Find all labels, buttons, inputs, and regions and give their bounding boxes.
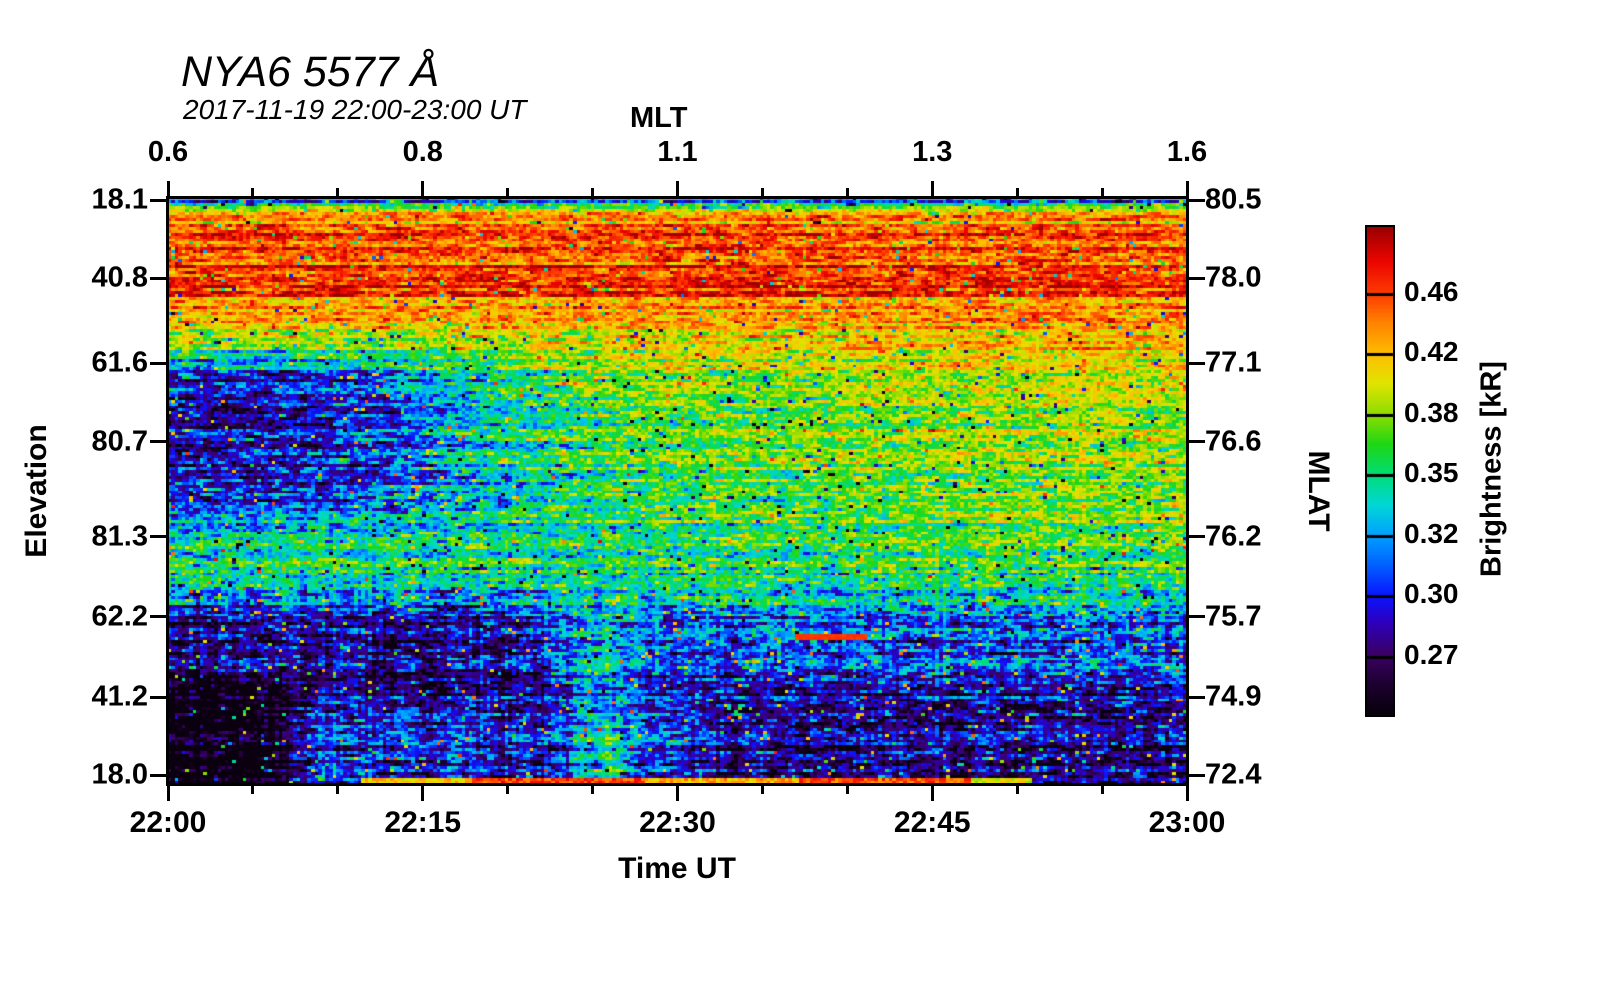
right-tick-label: 72.4 — [1205, 758, 1262, 791]
left-major-tick — [150, 198, 166, 202]
plot-title: NYA6 5577 Å — [181, 48, 440, 96]
colorbar-tick-label: 0.27 — [1404, 638, 1459, 670]
left-axis-title: Elevation — [20, 424, 53, 558]
left-major-tick — [150, 773, 166, 777]
bottom-axis-title: Time UT — [618, 852, 736, 885]
bottom-minor-tick — [1015, 785, 1019, 794]
top-major-tick — [166, 181, 170, 197]
left-tick-label: 18.1 — [91, 183, 148, 216]
colorbar-title: Brightness [kR] — [1475, 361, 1508, 577]
top-minor-tick — [591, 188, 595, 197]
bottom-major-tick — [676, 785, 679, 801]
left-tick-label: 61.6 — [91, 346, 148, 379]
bottom-major-tick — [930, 785, 934, 801]
colorbar-tick-label: 0.35 — [1404, 457, 1459, 489]
right-major-tick — [1189, 615, 1205, 619]
bottom-minor-tick — [336, 785, 340, 794]
top-major-tick — [421, 181, 425, 197]
bottom-minor-tick — [506, 785, 510, 794]
right-tick-label: 77.1 — [1205, 346, 1262, 379]
right-tick-label: 80.5 — [1205, 183, 1262, 216]
top-tick-label: 1.1 — [657, 136, 698, 168]
colorbar-tick-label: 0.30 — [1404, 578, 1459, 610]
bottom-minor-tick — [251, 785, 255, 794]
bottom-minor-tick — [1100, 785, 1104, 794]
colorbar-tick-label: 0.38 — [1404, 396, 1459, 428]
right-major-tick — [1189, 276, 1205, 280]
colorbar-tick-label: 0.46 — [1404, 275, 1459, 307]
right-major-tick — [1189, 361, 1205, 365]
top-minor-tick — [336, 188, 340, 197]
bottom-tick-label: 23:00 — [1148, 806, 1226, 839]
right-tick-label: 74.9 — [1205, 680, 1262, 713]
left-tick-label: 80.7 — [91, 425, 148, 458]
left-major-tick — [150, 361, 166, 365]
left-tick-label: 81.3 — [91, 520, 148, 553]
bottom-minor-tick — [760, 785, 764, 794]
top-tick-label: 0.8 — [402, 136, 443, 168]
bottom-tick-label: 22:15 — [384, 806, 462, 839]
left-major-tick — [150, 615, 166, 619]
bottom-major-tick — [1185, 785, 1189, 801]
top-minor-tick — [760, 188, 764, 197]
bottom-minor-tick — [845, 785, 849, 794]
top-minor-tick — [1015, 188, 1019, 197]
right-tick-label: 75.7 — [1205, 600, 1262, 633]
right-major-tick — [1189, 773, 1205, 777]
bottom-major-tick — [166, 785, 170, 801]
left-major-tick — [150, 276, 166, 280]
top-major-tick — [676, 181, 679, 197]
top-minor-tick — [251, 188, 255, 197]
bottom-minor-tick — [591, 785, 595, 794]
colorbar-tick-label: 0.32 — [1404, 517, 1459, 549]
heatmap-canvas — [168, 198, 1187, 784]
left-tick-label: 40.8 — [91, 261, 148, 294]
left-tick-label: 62.2 — [91, 600, 148, 633]
colorbar-canvas — [1365, 225, 1395, 717]
right-major-tick — [1189, 695, 1205, 699]
right-tick-label: 76.2 — [1205, 520, 1262, 553]
left-major-tick — [150, 440, 166, 444]
top-minor-tick — [506, 188, 510, 197]
right-tick-label: 76.6 — [1205, 425, 1262, 458]
right-major-tick — [1189, 198, 1205, 202]
bottom-tick-label: 22:45 — [893, 806, 971, 839]
bottom-major-tick — [421, 785, 425, 801]
top-tick-label: 0.6 — [147, 136, 189, 168]
top-minor-tick — [845, 188, 849, 197]
bottom-tick-label: 22:30 — [639, 806, 716, 839]
top-major-tick — [1185, 181, 1189, 197]
top-tick-label: 1.3 — [912, 136, 953, 168]
plot-subtitle: 2017-11-19 22:00-23:00 UT — [183, 94, 527, 125]
left-major-tick — [150, 535, 166, 539]
bottom-tick-label: 22:00 — [129, 806, 207, 839]
right-major-tick — [1189, 440, 1205, 444]
top-tick-label: 1.6 — [1166, 136, 1208, 168]
plot-frame — [166, 196, 1189, 786]
right-axis-title: MLAT — [1302, 450, 1335, 532]
top-major-tick — [930, 181, 934, 197]
right-tick-label: 78.0 — [1205, 261, 1262, 294]
right-major-tick — [1189, 535, 1205, 539]
colorbar-tick-label: 0.42 — [1404, 336, 1459, 368]
top-axis-title: MLT — [630, 102, 688, 134]
left-tick-label: 41.2 — [91, 680, 148, 713]
left-tick-label: 18.0 — [91, 758, 148, 791]
left-major-tick — [150, 695, 166, 699]
top-minor-tick — [1100, 188, 1104, 197]
